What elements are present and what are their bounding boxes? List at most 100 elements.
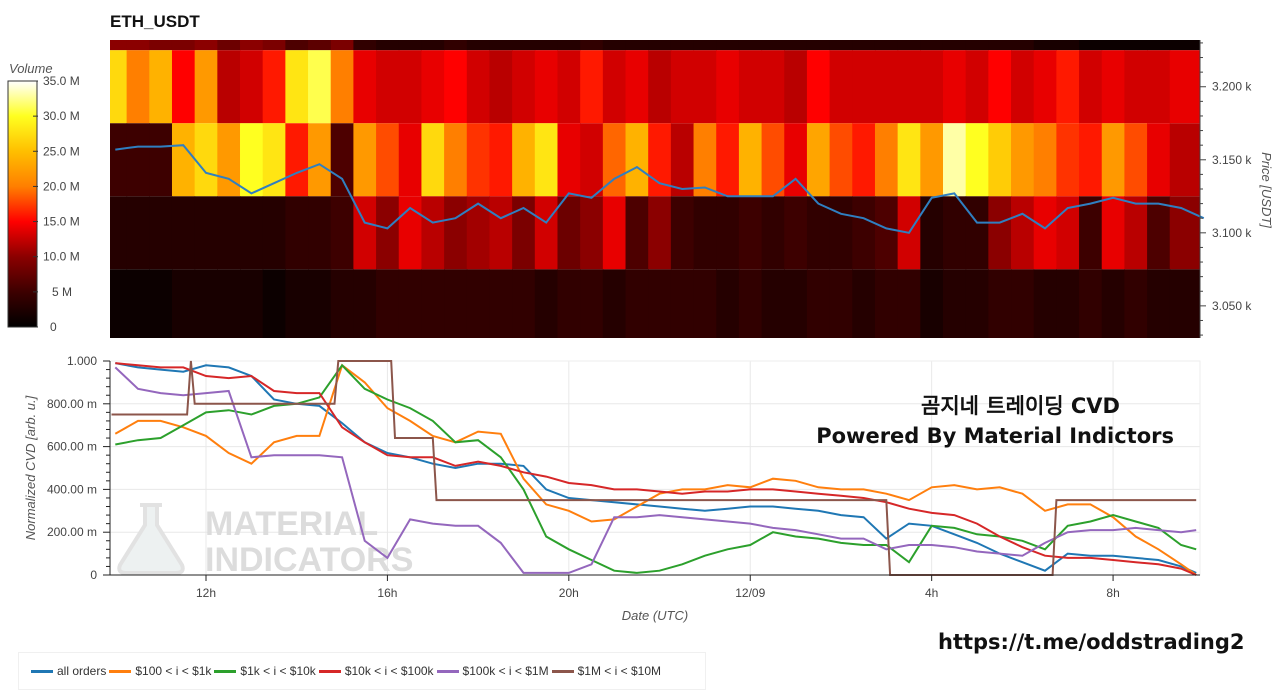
heatmap-cell: [217, 40, 241, 51]
heatmap-cell: [1101, 196, 1125, 270]
legend-swatch: [31, 669, 53, 673]
legend-item[interactable]: $100 < i < $1k: [109, 664, 211, 678]
heatmap-cell: [920, 123, 944, 197]
legend-swatch: [436, 669, 459, 673]
heatmap-cell: [942, 50, 967, 124]
heatmap-cell: [194, 196, 218, 270]
heatmap-cell: [353, 123, 377, 197]
heatmap-cell: [806, 50, 831, 124]
heatmap-cell: [580, 123, 604, 197]
heatmap-cell: [829, 196, 853, 270]
heatmap-cell: [602, 269, 627, 338]
series-line: [114, 363, 1197, 576]
heatmap-cell: [1147, 50, 1171, 124]
heatmap-cell: [761, 50, 785, 124]
heatmap-cell: [784, 123, 808, 197]
heatmap-cell: [1169, 196, 1201, 270]
heatmap-cell: [262, 123, 286, 197]
heatmap: 3.050 k 3.100 k 3.150 k 3.200 k Price [USDT]…: [7, 40, 1274, 338]
heatmap-cell: [1033, 40, 1057, 51]
heatmap-cell: [262, 50, 286, 124]
heatmap-cell: [194, 123, 218, 197]
heatmap-cell: [988, 123, 1012, 197]
heatmap-cell: [126, 40, 150, 51]
heatmap-cell: [580, 40, 604, 51]
heatmap-cell: [240, 40, 264, 51]
heatmap-cell: [1169, 269, 1201, 338]
colorbar-tick-label: 5 M: [52, 285, 72, 299]
heatmap-cell: [285, 50, 309, 124]
heatmap-cell: [852, 40, 876, 51]
legend-item[interactable]: $100k < i < $1M: [436, 664, 549, 678]
heatmap-cell: [557, 50, 581, 124]
colorbar-tick-label: 10.0 M: [43, 250, 80, 264]
heatmap-cell: [852, 269, 876, 338]
heatmap-cell: [874, 40, 899, 51]
heatmap-cell: [171, 269, 196, 338]
heatmap-cell: [1079, 269, 1103, 338]
heatmap-cell: [1169, 50, 1201, 124]
heatmap-cell: [806, 40, 831, 51]
legend-item[interactable]: all orders: [31, 664, 106, 678]
heatmap-cell: [466, 50, 490, 124]
colorbar-tick-label: 30.0 M: [43, 109, 80, 123]
heatmap-cell: [670, 196, 695, 270]
colorbar-tick-label: 15.0 M: [43, 215, 80, 229]
legend-swatch: [318, 669, 341, 673]
heatmap-cell: [784, 40, 808, 51]
heatmap-cell: [716, 50, 740, 124]
heatmap-cell: [942, 123, 967, 197]
heatmap-cell: [194, 50, 218, 124]
x-tick-label: 12/09: [735, 586, 765, 600]
heatmap-cell: [110, 196, 128, 270]
heatmap-cell: [829, 269, 853, 338]
heatmap-cell: [580, 269, 604, 338]
x-tick-label: 4h: [925, 586, 938, 600]
legend-item[interactable]: $1M < i < $10M: [551, 664, 661, 678]
heatmap-cell: [421, 196, 445, 270]
legend-item[interactable]: $1k < i < $10k: [214, 664, 316, 678]
price-axis-label: Price [USDT]: [1259, 152, 1274, 228]
heatmap-cell: [738, 196, 763, 270]
heatmap-cell: [512, 269, 536, 338]
heatmap-cell: [648, 50, 672, 124]
heatmap-cell: [1011, 123, 1035, 197]
y-axis-label: Normalized CVD [arb. u.]: [23, 395, 38, 540]
heatmap-cell: [648, 269, 672, 338]
heatmap-cell: [693, 123, 717, 197]
heatmap-cell: [444, 40, 468, 51]
heatmap-cell: [716, 196, 740, 270]
overlay-subtitle: Powered By Material Indictors: [816, 424, 1174, 448]
heatmap-cell: [534, 123, 558, 197]
heatmap-cell: [466, 196, 490, 270]
heatmap-cell: [965, 40, 989, 51]
price-tick-label: 3.050 k: [1212, 299, 1252, 313]
heatmap-cell: [330, 40, 354, 51]
heatmap-cell: [398, 50, 422, 124]
heatmap-cell: [1101, 123, 1125, 197]
heatmap-cell: [126, 269, 150, 338]
heatmap-cell: [444, 196, 468, 270]
legend-item[interactable]: $10k < i < $100k: [318, 664, 434, 678]
heatmap-cell: [1101, 50, 1125, 124]
heatmap-cell: [217, 196, 241, 270]
heatmap-cell: [330, 196, 354, 270]
heatmap-cell: [376, 123, 400, 197]
heatmap-cell: [648, 40, 672, 51]
heatmap-cell: [988, 40, 1012, 51]
heatmap-cell: [376, 40, 400, 51]
telegram-link[interactable]: https://t.me/oddstrading2: [938, 630, 1245, 654]
y-tick-label: 200.00 m: [47, 525, 97, 539]
heatmap-cell: [534, 50, 558, 124]
legend-label: all orders: [57, 664, 107, 678]
heatmap-cell: [262, 269, 286, 338]
heatmap-cell: [421, 269, 445, 338]
heatmap-cell: [444, 269, 468, 338]
heatmap-cell: [829, 50, 853, 124]
series-line: [114, 366, 1197, 574]
heatmap-cell: [1169, 123, 1201, 197]
heatmap-cell: [512, 123, 536, 197]
heatmap-cell: [829, 123, 853, 197]
